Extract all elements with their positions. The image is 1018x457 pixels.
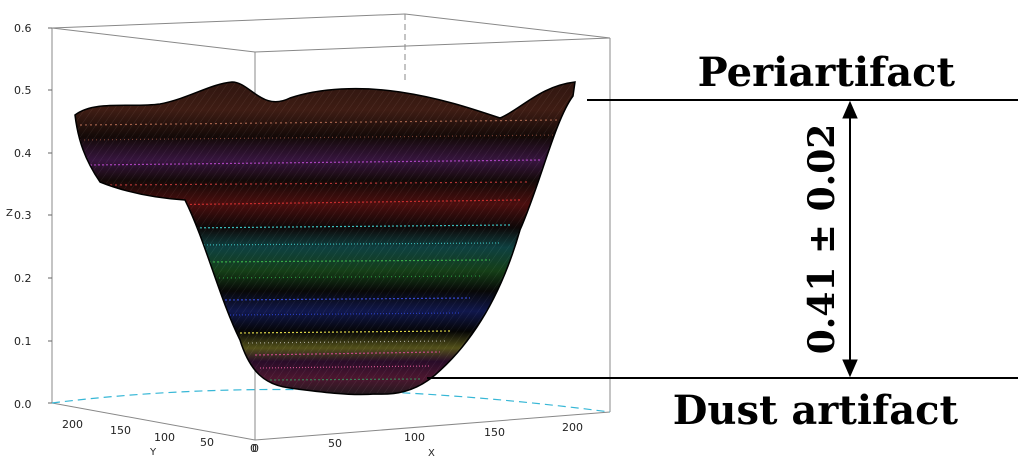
measurement-label: 0.41 ± 0.02 [801, 124, 843, 355]
z-tick-label: 0.3 [14, 209, 32, 222]
x-axis-label: X [428, 448, 435, 457]
measurement-arrow [842, 100, 858, 378]
y-tick-label: 100 [154, 431, 175, 444]
y-axis-label: Y [149, 447, 157, 457]
z-tick-label: 0.4 [14, 147, 32, 160]
x-tick-label: 200 [562, 421, 583, 434]
x-tick-label: 0 [252, 442, 259, 455]
annotation-lines [427, 99, 1018, 379]
z-axis-label: Z [6, 208, 13, 219]
dust-artifact-label: Dust artifact [673, 387, 959, 434]
y-tick-label: 50 [200, 436, 214, 449]
z-axis: 0.6 0.5 0.4 0.3 0.2 0.1 0.0 Z [6, 22, 52, 411]
x-tick-label: 100 [404, 431, 425, 444]
periartifact-label: Periartifact [698, 49, 956, 96]
z-tick-label: 0.2 [14, 272, 32, 285]
x-tick-label: 50 [328, 437, 342, 450]
z-tick-label: 0.6 [14, 22, 32, 35]
surface-plot [74, 81, 576, 396]
x-axis: 0 50 100 150 200 X [252, 421, 583, 457]
z-tick-label: 0.5 [14, 84, 32, 97]
y-axis: 200 150 100 50 0 Y [62, 418, 257, 457]
y-tick-label: 0 [250, 442, 257, 455]
x-tick-label: 150 [484, 426, 505, 439]
y-tick-label: 200 [62, 418, 83, 431]
z-tick-label: 0.0 [14, 398, 32, 411]
z-tick-label: 0.1 [14, 335, 32, 348]
y-tick-label: 150 [110, 424, 131, 437]
